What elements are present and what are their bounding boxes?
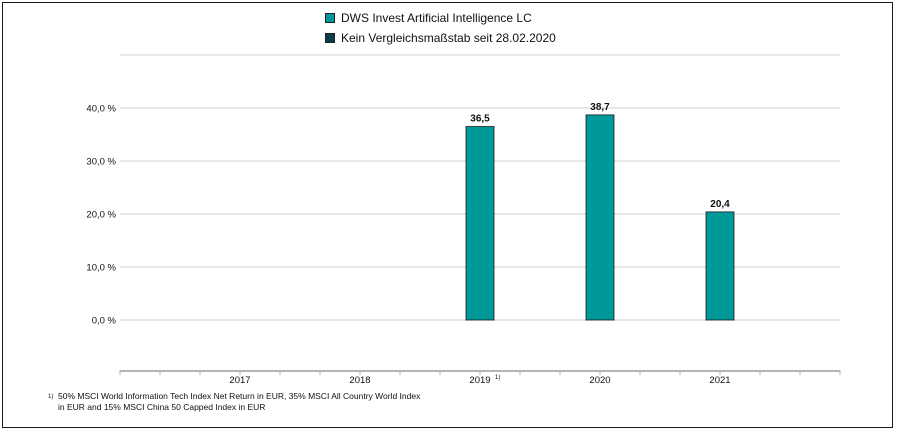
x-tick-note-2019: 1)	[495, 375, 500, 381]
data-label-2021: 20,4	[710, 199, 730, 210]
footnote-marker: 1)	[48, 394, 54, 400]
legend-swatch-benchmark	[325, 33, 335, 43]
bar-2020	[585, 114, 615, 321]
data-label-2020: 38,7	[590, 102, 610, 113]
y-tick-label-4: 40,0 %	[86, 104, 116, 115]
x-tick-label-2018: 2018	[349, 375, 370, 386]
x-tick-label-2020: 2020	[589, 375, 610, 386]
legend-label-fund: DWS Invest Artificial Intelligence LC	[341, 11, 532, 25]
data-label-2019: 36,5	[470, 114, 490, 125]
chart-frame	[2, 2, 893, 428]
bar-2021	[705, 211, 735, 321]
footnote: 1) 50% MSCI World Information Tech Index…	[48, 391, 421, 413]
x-tick-label-2019: 2019	[469, 375, 490, 386]
y-tick-label-0: 0,0 %	[92, 316, 117, 327]
x-tick-label-2017: 2017	[229, 375, 250, 386]
legend: DWS Invest Artificial Intelligence LC Ke…	[325, 8, 556, 48]
y-tick-label-1: 10,0 %	[86, 263, 116, 274]
footnote-line-2: in EUR and 15% MSCI China 50 Capped Inde…	[58, 402, 266, 412]
legend-swatch-fund	[325, 13, 335, 23]
legend-item-benchmark: Kein Vergleichsmaßstab seit 28.02.2020	[325, 28, 556, 48]
legend-item-fund: DWS Invest Artificial Intelligence LC	[325, 8, 556, 28]
footnote-line-1: 50% MSCI World Information Tech Index Ne…	[58, 391, 421, 401]
y-tick-label-2: 20,0 %	[86, 210, 116, 221]
bar-2019	[465, 126, 495, 321]
y-tick-label-3: 30,0 %	[86, 157, 116, 168]
x-tick-label-2021: 2021	[709, 375, 730, 386]
legend-label-benchmark: Kein Vergleichsmaßstab seit 28.02.2020	[341, 31, 556, 45]
